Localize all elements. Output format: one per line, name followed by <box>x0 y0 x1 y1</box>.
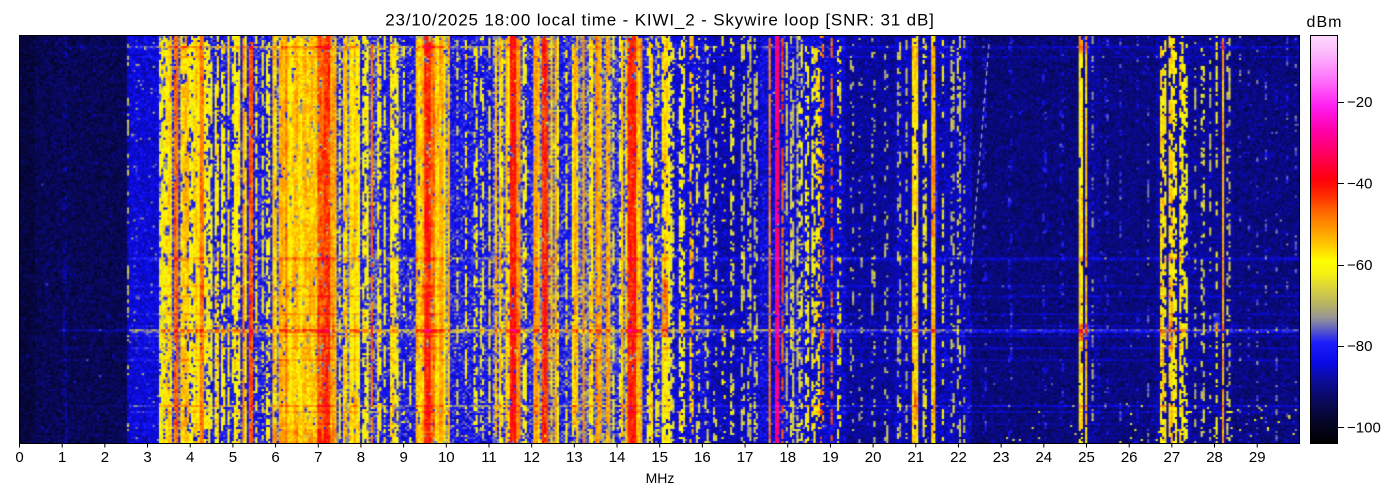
svg-text:−100: −100 <box>1347 420 1381 437</box>
svg-text:22: 22 <box>950 449 967 466</box>
svg-text:23/10/2025 18:00 local time -: 23/10/2025 18:00 local time - KIWI_2 - S… <box>385 11 935 30</box>
svg-text:4: 4 <box>186 449 194 466</box>
svg-text:MHz: MHz <box>646 470 675 486</box>
svg-text:11: 11 <box>481 449 497 466</box>
svg-text:17: 17 <box>737 449 754 466</box>
svg-text:−40: −40 <box>1347 175 1372 192</box>
svg-text:16: 16 <box>694 449 711 466</box>
svg-text:5: 5 <box>229 449 237 466</box>
svg-text:26: 26 <box>1121 449 1138 466</box>
svg-text:27: 27 <box>1164 449 1181 466</box>
svg-text:3: 3 <box>143 449 151 466</box>
svg-text:28: 28 <box>1206 449 1223 466</box>
svg-text:29: 29 <box>1249 449 1266 466</box>
svg-text:24: 24 <box>1035 449 1052 466</box>
svg-text:18: 18 <box>779 449 796 466</box>
svg-text:1: 1 <box>58 449 66 466</box>
svg-text:12: 12 <box>523 449 540 466</box>
svg-text:21: 21 <box>907 449 924 466</box>
svg-text:13: 13 <box>566 449 583 466</box>
svg-text:23: 23 <box>993 449 1010 466</box>
svg-text:14: 14 <box>609 449 626 466</box>
svg-text:25: 25 <box>1078 449 1095 466</box>
svg-text:20: 20 <box>865 449 882 466</box>
svg-text:−20: −20 <box>1347 94 1372 111</box>
svg-text:10: 10 <box>438 449 455 466</box>
svg-text:0: 0 <box>15 449 23 466</box>
svg-text:dBm: dBm <box>1307 14 1343 31</box>
svg-text:6: 6 <box>271 449 279 466</box>
svg-text:2: 2 <box>101 449 109 466</box>
svg-text:9: 9 <box>399 449 407 466</box>
svg-text:7: 7 <box>314 449 322 466</box>
svg-text:8: 8 <box>357 449 365 466</box>
svg-text:−60: −60 <box>1347 257 1372 274</box>
svg-text:19: 19 <box>822 449 839 466</box>
svg-text:15: 15 <box>651 449 668 466</box>
svg-text:−80: −80 <box>1347 338 1372 355</box>
